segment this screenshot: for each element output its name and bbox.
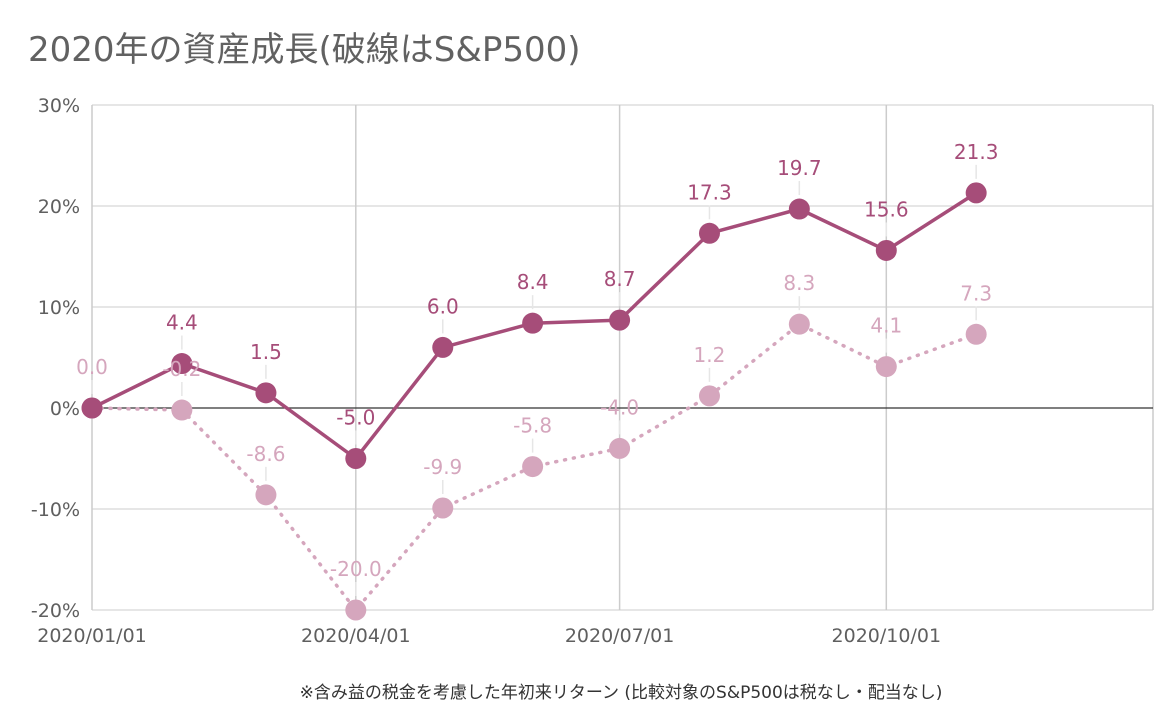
x-tick-label: 2020/07/01	[565, 625, 675, 647]
sp500-data-label: -8.6	[246, 442, 285, 466]
portfolio-point	[432, 336, 454, 358]
sp500-point	[432, 497, 454, 519]
sp500-data-label: 8.3	[783, 271, 815, 295]
portfolio-data-label: 1.5	[250, 340, 282, 364]
sp500-data-label: -9.9	[423, 455, 462, 479]
portfolio-data-label: -5.0	[336, 406, 375, 430]
sp500-data-label: -5.8	[513, 414, 552, 438]
sp500-data-label: 4.1	[870, 314, 902, 338]
portfolio-point	[171, 353, 193, 375]
sp500-point	[698, 385, 720, 407]
portfolio-point	[81, 397, 103, 419]
data-labels: 4.4 1.5 -5.0 6.0 8.4 8.7 17.3 19.7 15.6 21.3 0.0 -0…	[76, 140, 998, 596]
y-tick-label: 20%	[38, 196, 80, 218]
portfolio-data-label: 15.6	[864, 197, 909, 221]
portfolio-point	[255, 382, 277, 404]
series-lines	[81, 182, 987, 621]
portfolio-point	[345, 448, 367, 469]
sp500-point	[345, 599, 367, 621]
footnote: ※含み益の税金を考慮した年初来リターン (比較対象のS&P500は税なし・配当な…	[299, 683, 943, 703]
sp500-data-label: -4.0	[600, 395, 639, 419]
sp500-point	[965, 323, 987, 345]
portfolio-data-label: 4.4	[166, 311, 198, 335]
sp500-point	[522, 456, 544, 478]
sp500-data-label: 1.2	[694, 343, 726, 367]
chart-title: 2020年の資産成長(破線はS&P500)	[28, 30, 581, 70]
y-tick-label: 0%	[50, 398, 80, 420]
y-tick-label: 10%	[38, 297, 80, 319]
portfolio-data-label: 19.7	[777, 156, 822, 180]
portfolio-point	[609, 309, 631, 331]
portfolio-data-label: 21.3	[954, 140, 999, 164]
sp500-point	[875, 356, 897, 378]
x-tick-label: 2020/10/01	[832, 625, 942, 647]
portfolio-data-label: 17.3	[687, 180, 732, 204]
sp500-data-label: -20.0	[330, 557, 382, 581]
portfolio-data-label: 6.0	[427, 294, 459, 318]
sp500-point	[609, 437, 631, 459]
portfolio-point	[522, 312, 544, 334]
sp500-point	[171, 399, 193, 421]
x-tick-label: 2020/01/01	[37, 625, 147, 647]
portfolio-point	[788, 198, 810, 220]
y-tick-label: -20%	[31, 600, 80, 622]
portfolio-point	[965, 182, 987, 204]
portfolio-data-label: 8.4	[517, 270, 549, 294]
y-tick-label: -10%	[31, 499, 80, 521]
sp500-data-label: 7.3	[960, 281, 992, 305]
y-tick-label: 30%	[38, 95, 80, 117]
sp500-data-label: 0.0	[76, 355, 108, 379]
sp500-line	[90, 322, 978, 612]
axis-labels: 30% 20% 10% 0% -10% -20% 2020/01/01 2020/04/01 2…	[31, 95, 941, 647]
x-tick-label: 2020/04/01	[301, 625, 411, 647]
sp500-point	[788, 313, 810, 335]
portfolio-data-label: 8.7	[604, 267, 636, 291]
portfolio-point	[875, 239, 897, 261]
portfolio-point	[698, 222, 720, 244]
sp500-data-label: -0.2	[162, 357, 201, 381]
sp500-point	[255, 484, 277, 506]
